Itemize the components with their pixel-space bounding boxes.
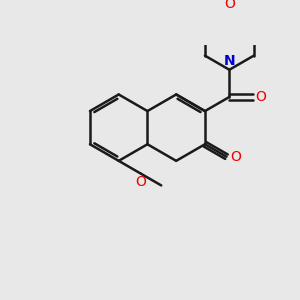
Text: O: O [136,175,147,189]
Text: O: O [224,0,235,11]
Text: N: N [224,54,235,68]
Text: O: O [256,90,266,104]
Text: O: O [230,150,241,164]
